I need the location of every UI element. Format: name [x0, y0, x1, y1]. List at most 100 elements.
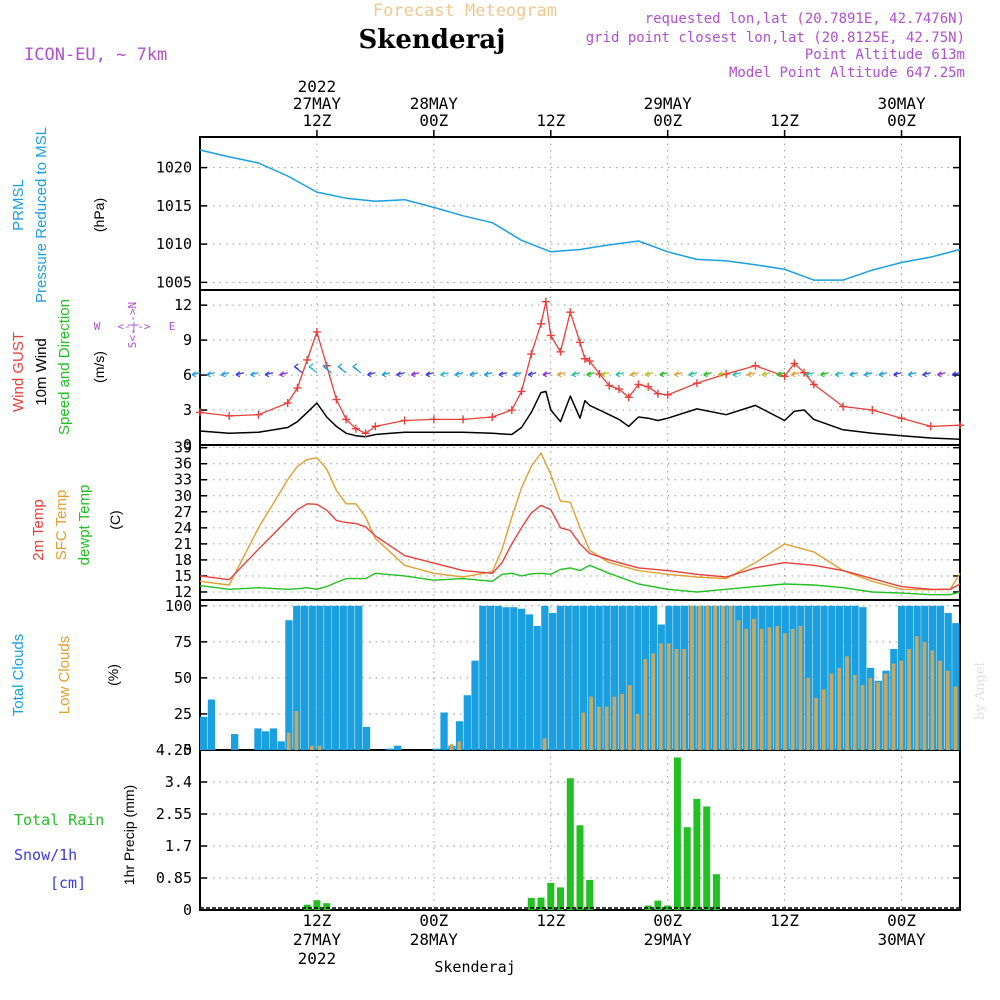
total-cloud-bar	[269, 728, 278, 750]
wind-direction-arrow	[907, 371, 917, 378]
compass-east: E	[169, 320, 176, 333]
bottom-time-label: 00Z	[653, 911, 682, 930]
clouds-ytick-label: 100	[165, 597, 192, 615]
low-cloud-bar	[721, 605, 725, 750]
gust-marker	[868, 406, 877, 415]
pressure-panel: 1005 1010 1015 1020	[156, 136, 961, 291]
low-cloud-bar	[697, 605, 702, 750]
total-cloud-bar	[386, 748, 394, 750]
top-time-label: 2022	[298, 77, 337, 96]
low-cloud-bar	[922, 641, 927, 750]
wind-direction-arrow	[586, 371, 595, 378]
gust-marker	[342, 415, 351, 424]
temperature-ytick-label: 15	[174, 567, 192, 585]
gust-line	[199, 301, 961, 434]
clouds-panel-labels: Total Clouds Low Clouds (%)	[10, 634, 121, 717]
total-cloud-bar	[587, 605, 596, 750]
bottom-time-label: 29MAY	[644, 930, 693, 949]
wind-direction-arrow	[250, 371, 259, 378]
low-cloud-bar	[317, 745, 322, 750]
low-cloud-bar	[581, 712, 586, 750]
precipitation-ytick-label: 2.55	[156, 805, 192, 823]
rain-bar	[644, 905, 652, 910]
pressure-ytick-label: 1005	[156, 273, 192, 291]
pressure-unit: (hPa)	[91, 198, 107, 232]
rain-bar	[303, 904, 311, 910]
low-cloud-bar	[907, 649, 911, 750]
rain-bar	[703, 806, 711, 910]
wind-direction-arrow	[440, 371, 449, 378]
rain-bar	[693, 798, 701, 910]
wind-direction-arrow	[951, 371, 961, 378]
low-cloud-bar	[946, 670, 950, 750]
clouds-ytick-label: 50	[174, 669, 192, 687]
low-cloud-bar	[860, 685, 865, 750]
gust-marker	[371, 422, 380, 431]
total-cloud-bar	[634, 605, 642, 750]
total-cloud-bar	[486, 605, 495, 750]
total-cloud-bar	[611, 605, 619, 750]
total-cloud-bar	[207, 699, 216, 750]
low-cloud-bar	[953, 686, 958, 750]
total-cloud-bar	[293, 605, 301, 750]
total-cloud-bar	[324, 605, 332, 750]
gust-marker	[663, 390, 672, 399]
bottom-location: Skenderaj	[434, 958, 515, 976]
wind-direction-arrow	[425, 371, 434, 378]
wind-label-3: Speed and Direction	[56, 299, 73, 435]
gust-marker	[303, 355, 312, 364]
top-time-label: 28MAY	[410, 94, 459, 113]
gust-marker	[400, 416, 409, 425]
gust-marker	[254, 410, 263, 419]
total-cloud-bar	[362, 726, 371, 750]
wind-direction-arrow	[703, 371, 712, 378]
total-cloud-bar	[859, 607, 867, 750]
gust-marker	[332, 395, 341, 404]
total-cloud-bar	[603, 605, 611, 750]
total-cloud-bar	[331, 605, 340, 750]
bottom-time-label: 28MAY	[410, 930, 459, 949]
gust-marker	[839, 402, 848, 411]
gust-marker	[926, 422, 935, 431]
gust-marker	[293, 383, 302, 392]
low-cloud-bar	[806, 677, 811, 750]
wind-direction-arrow	[630, 371, 639, 378]
precip-label-1: Total Rain	[14, 811, 104, 829]
rain-bar	[566, 778, 574, 910]
gust-marker	[956, 421, 964, 430]
low-cloud-bar	[876, 682, 880, 750]
precipitation-ytick-label: 0.85	[156, 869, 192, 887]
pressure-label-1: PRMSL	[10, 179, 27, 231]
wind-direction-arrow	[732, 371, 741, 378]
top-time-label: 12Z	[302, 111, 331, 130]
wind-direction-arrow	[615, 371, 624, 378]
low-cloud-bar	[767, 627, 772, 750]
temperature-ytick-label: 39	[174, 439, 192, 457]
wind-direction-arrow	[527, 371, 537, 378]
top-time-label: 29MAY	[644, 94, 693, 113]
top-time-label: 12Z	[536, 111, 565, 130]
total-cloud-bar	[300, 605, 309, 750]
total-cloud-bar	[308, 605, 316, 750]
total-cloud-bar	[502, 607, 510, 750]
total-cloud-bar	[463, 695, 471, 750]
wind-ytick-label: 6	[183, 366, 192, 384]
precip-ylabel: 1hr Precip (mm)	[121, 785, 137, 885]
gust-marker	[751, 361, 760, 370]
low-cloud-bar	[814, 698, 818, 750]
low-cloud-bar	[589, 696, 593, 750]
gust-marker	[653, 389, 662, 398]
wind-panel-labels: Wind GUST 10m Wind Speed and Direction (…	[10, 299, 175, 435]
precipitation-ytick-label: 4.25	[156, 741, 192, 759]
wind-direction-arrow	[571, 371, 581, 378]
gust-marker	[580, 354, 589, 363]
gust-marker	[312, 327, 321, 336]
compass-west: W	[94, 320, 101, 333]
clouds-ytick-label: 75	[174, 633, 192, 651]
total-cloud-bar	[339, 605, 347, 750]
low-cloud-bar	[604, 706, 609, 750]
low-cloud-bar	[659, 643, 663, 750]
top-time-label: 00Z	[887, 111, 916, 130]
total-cloud-bar	[580, 605, 588, 750]
